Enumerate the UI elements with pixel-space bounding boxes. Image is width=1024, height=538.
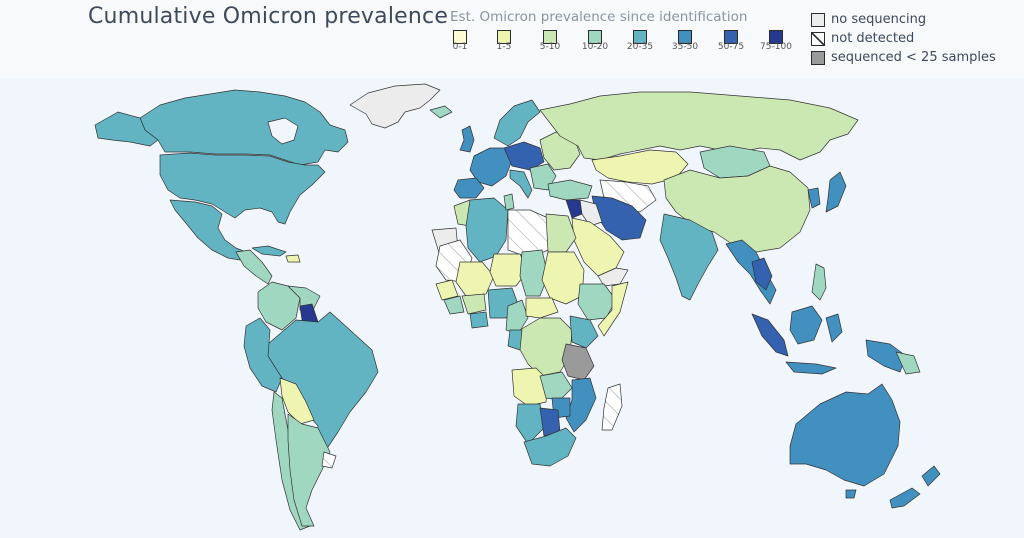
region-new-zealand-north[interactable]	[921, 465, 941, 487]
region-namibia[interactable]	[515, 403, 545, 445]
region-philippines[interactable]	[811, 263, 827, 301]
legend-swatch-4	[633, 30, 647, 44]
region-mali[interactable]	[455, 261, 495, 297]
region-bolivia[interactable]	[279, 377, 315, 425]
legend-label-1: 1-5	[496, 42, 512, 52]
legend-no-sequencing-swatch	[811, 13, 825, 27]
region-uk[interactable]	[459, 125, 475, 153]
legend-label-4: 20-35	[626, 42, 654, 52]
region-italy[interactable]	[509, 169, 533, 199]
region-niger[interactable]	[489, 253, 529, 287]
region-algeria[interactable]	[465, 197, 509, 263]
legend-label-7: 75-100	[760, 42, 792, 52]
region-greenland[interactable]	[349, 83, 441, 129]
region-turkey[interactable]	[547, 179, 593, 201]
region-usa[interactable]	[159, 152, 326, 225]
region-central-america[interactable]	[235, 249, 273, 285]
legend-swatch-0	[453, 30, 467, 44]
region-chad[interactable]	[519, 249, 549, 297]
region-somalia[interactable]	[597, 281, 629, 337]
legend-swatch-6	[724, 30, 738, 44]
region-burkina[interactable]	[461, 293, 487, 315]
legend-not-detected-swatch	[811, 32, 825, 46]
region-syria-levant[interactable]	[565, 199, 583, 219]
legend-swatch-2	[543, 30, 557, 44]
region-japan[interactable]	[825, 171, 847, 213]
region-south-africa[interactable]	[523, 427, 577, 467]
region-spain[interactable]	[453, 177, 485, 199]
region-russia[interactable]	[539, 91, 859, 161]
region-iraq[interactable]	[579, 199, 603, 227]
legend-swatch-1	[497, 30, 511, 44]
region-argentina[interactable]	[287, 413, 331, 527]
region-ghana[interactable]	[469, 311, 489, 329]
region-thailand[interactable]	[751, 257, 773, 291]
legend-label-5: 35-50	[671, 42, 699, 52]
legend-swatch-5	[678, 30, 692, 44]
region-hispaniola[interactable]	[285, 254, 301, 263]
region-tasmania[interactable]	[845, 489, 857, 499]
region-peru[interactable]	[243, 317, 283, 393]
region-uganda-kenya[interactable]	[569, 315, 599, 349]
region-alaska[interactable]	[94, 111, 159, 147]
legend-title: Est. Omicron prevalence since identifica…	[450, 9, 748, 25]
legend-no-sequencing-label: no sequencing	[831, 12, 927, 27]
region-central-europe[interactable]	[503, 141, 545, 171]
legend-label-0: 0-1	[452, 42, 468, 52]
region-india[interactable]	[659, 213, 719, 301]
region-mozambique[interactable]	[565, 377, 597, 433]
region-iceland[interactable]	[429, 105, 453, 119]
region-canada[interactable]	[139, 89, 349, 166]
region-sumatra[interactable]	[751, 313, 789, 357]
region-java[interactable]	[785, 361, 837, 375]
region-tanzania[interactable]	[561, 343, 595, 381]
legend-label-2: 5-10	[539, 42, 561, 52]
region-hudson-bay	[267, 117, 299, 145]
header: Cumulative Omicron prevalence Est. Omicr…	[0, 0, 1024, 78]
region-cameroon[interactable]	[505, 299, 529, 335]
region-tunisia[interactable]	[503, 193, 515, 211]
region-scandinavia[interactable]	[493, 99, 541, 147]
region-colombia[interactable]	[257, 281, 301, 331]
page-title: Cumulative Omicron prevalence	[88, 4, 449, 29]
region-korea[interactable]	[807, 187, 821, 209]
region-western-europe[interactable]	[469, 147, 513, 187]
region-new-guinea[interactable]	[865, 339, 907, 373]
region-new-zealand-south[interactable]	[889, 487, 921, 509]
legend-swatch-3	[588, 30, 602, 44]
region-sudan[interactable]	[541, 251, 585, 305]
legend-low-samples-swatch	[811, 51, 825, 65]
legend-not-detected-label: not detected	[831, 31, 915, 46]
region-sulawesi[interactable]	[825, 313, 843, 343]
region-guinea[interactable]	[443, 295, 465, 315]
region-zambia[interactable]	[539, 371, 573, 401]
region-cuba[interactable]	[251, 245, 287, 257]
region-madagascar[interactable]	[601, 383, 623, 431]
region-borneo[interactable]	[789, 305, 823, 345]
region-drc[interactable]	[517, 317, 573, 377]
region-png[interactable]	[895, 351, 921, 375]
region-australia[interactable]	[789, 383, 901, 487]
legend-label-3: 10-20	[581, 42, 609, 52]
region-senegal[interactable]	[435, 279, 459, 301]
legend-label-6: 50-75	[717, 42, 745, 52]
legend-low-samples-label: sequenced < 25 samples	[831, 50, 996, 65]
region-car[interactable]	[525, 297, 559, 319]
legend-swatch-7	[769, 30, 783, 44]
region-congo[interactable]	[507, 329, 523, 351]
region-egypt[interactable]	[545, 213, 577, 253]
region-angola[interactable]	[511, 367, 549, 407]
region-uruguay[interactable]	[321, 451, 337, 469]
